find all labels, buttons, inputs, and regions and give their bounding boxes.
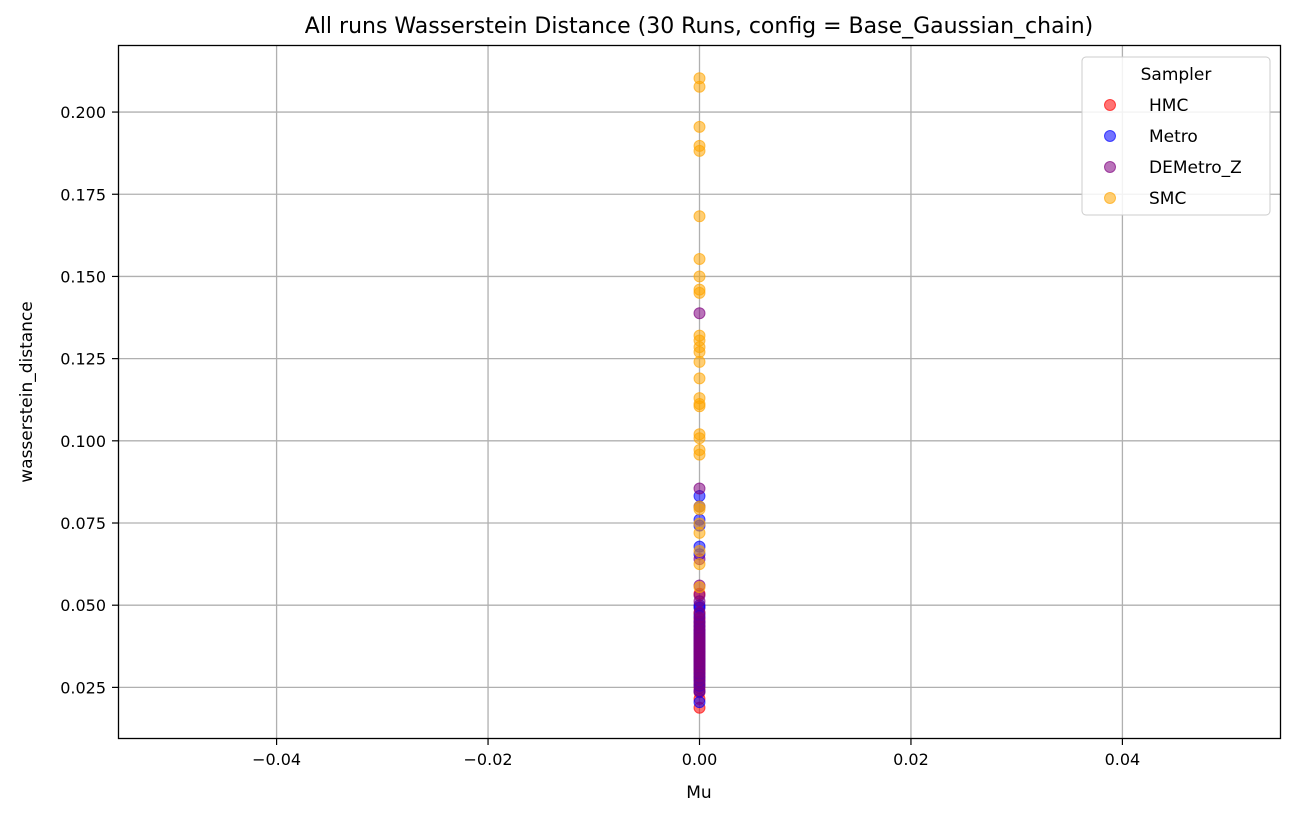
legend-items: HMC Metro DEMetro_Z SMC (1104, 96, 1242, 209)
x-tick-label: −0.02 (464, 750, 513, 769)
x-axis-ticks: −0.04 −0.02 0.00 0.02 0.04 (252, 739, 1140, 769)
legend: Sampler HMC Metro DEMetro_Z SMC (1081, 56, 1271, 216)
data-point (693, 444, 706, 457)
legend-marker (1104, 192, 1116, 204)
y-tick-label: 0.175 (60, 185, 106, 204)
data-point (693, 139, 706, 152)
data-points (693, 72, 706, 714)
legend-marker (1104, 99, 1116, 111)
legend-label: Metro (1149, 127, 1198, 147)
data-point (693, 558, 706, 571)
data-point (693, 606, 706, 619)
x-tick-label: 0.02 (893, 750, 929, 769)
legend-marker (1104, 130, 1116, 142)
y-tick-label: 0.100 (60, 432, 106, 451)
legend-title: Sampler (1141, 65, 1212, 85)
data-point (693, 428, 706, 441)
series-smc (693, 72, 706, 594)
legend-marker (1104, 161, 1116, 173)
plot-frame (117, 44, 1282, 740)
x-tick-label: −0.04 (252, 750, 301, 769)
chart-title: All runs Wasserstein Distance (30 Runs, … (305, 14, 1093, 39)
data-point (693, 581, 706, 594)
y-axis-label: wasserstein_distance (17, 301, 37, 483)
data-point (693, 72, 706, 85)
data-point (693, 517, 706, 530)
data-point (693, 392, 706, 405)
data-point (693, 372, 706, 385)
legend-label: SMC (1149, 189, 1186, 209)
data-point (693, 696, 706, 709)
y-tick-label: 0.025 (60, 678, 106, 697)
data-point (693, 120, 706, 133)
x-tick-label: 0.04 (1105, 750, 1141, 769)
data-point (693, 503, 706, 516)
legend-label: HMC (1149, 96, 1188, 116)
legend-label: DEMetro_Z (1149, 158, 1242, 178)
data-point (693, 283, 706, 296)
y-axis-ticks: 0.025 0.050 0.075 0.100 0.125 0.150 0.175 0.200 (60, 103, 118, 697)
y-tick-label: 0.050 (60, 596, 106, 615)
data-point (693, 307, 706, 320)
y-tick-label: 0.125 (60, 350, 106, 369)
data-point (693, 270, 706, 283)
data-point (693, 544, 706, 557)
legend-box (1081, 56, 1271, 216)
data-point (693, 355, 706, 368)
data-point (693, 210, 706, 223)
y-tick-label: 0.075 (60, 514, 106, 533)
y-tick-label: 0.200 (60, 103, 106, 122)
data-point (693, 253, 706, 266)
x-tick-label: 0.00 (682, 750, 718, 769)
x-axis-label: Mu (686, 783, 711, 803)
y-tick-label: 0.150 (60, 267, 106, 286)
data-point (693, 329, 706, 342)
data-point (693, 482, 706, 495)
